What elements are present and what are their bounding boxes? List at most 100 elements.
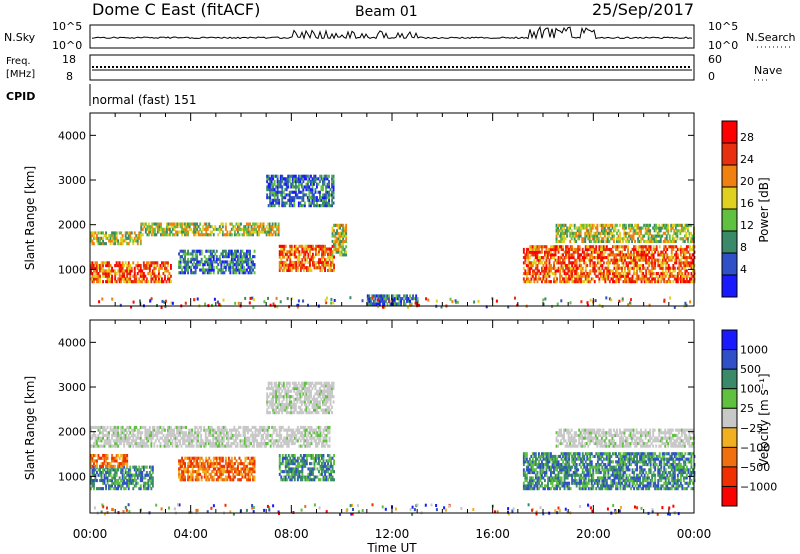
heatmap-cell xyxy=(616,247,619,251)
heatmap-cell xyxy=(199,252,202,256)
heatmap-cell xyxy=(206,475,209,479)
heatmap-cell xyxy=(246,257,248,261)
heatmap-cell xyxy=(522,250,525,254)
heatmap-cell xyxy=(100,266,103,270)
heatmap-cell xyxy=(224,265,227,269)
heatmap-cell xyxy=(692,245,694,249)
heatmap-cell xyxy=(646,245,649,249)
heatmap-cell xyxy=(664,264,667,268)
heatmap-cell xyxy=(221,464,224,468)
heatmap-cell xyxy=(554,274,557,278)
noise-left-tick-top: 10^5 xyxy=(52,20,82,33)
heatmap-cell xyxy=(185,444,187,448)
heatmap-cell xyxy=(606,226,609,230)
heatmap-cell xyxy=(313,260,316,264)
heatmap-cell xyxy=(250,268,253,272)
heatmap-cell xyxy=(345,239,348,243)
heatmap-cell xyxy=(108,484,110,488)
heatmap-cell xyxy=(661,277,664,281)
heatmap-cell xyxy=(328,201,330,205)
heatmap-cell xyxy=(579,226,582,230)
heatmap-cell xyxy=(610,250,613,254)
heatmap-cell xyxy=(602,277,605,281)
heatmap-cell xyxy=(206,222,209,226)
heatmap-cell xyxy=(638,226,641,230)
heatmap-cell xyxy=(594,226,597,230)
freq-label-line2: [MHz] xyxy=(6,69,35,80)
heatmap-cell xyxy=(168,428,171,432)
heatmap-cell xyxy=(645,269,648,273)
heatmap-cell xyxy=(307,444,310,448)
heatmap-cell xyxy=(127,476,130,480)
heatmap-cell xyxy=(604,256,607,260)
heatmap-cell xyxy=(199,456,202,460)
heatmap-cell xyxy=(279,190,282,194)
heatmap-cell xyxy=(685,256,688,260)
heatmap-cell xyxy=(213,431,216,435)
heatmap-cell xyxy=(414,301,417,305)
heatmap-cell xyxy=(302,174,305,178)
heatmap-cell xyxy=(103,444,106,448)
heatmap-cell xyxy=(663,247,666,251)
heatmap-cell xyxy=(188,252,191,256)
heatmap-cell xyxy=(586,264,589,268)
heatmap-cell xyxy=(135,277,138,281)
heatmap-cell xyxy=(594,231,597,235)
heatmap-cell xyxy=(208,257,211,261)
heatmap-cell xyxy=(191,462,194,466)
heatmap-cell xyxy=(150,230,153,234)
heatmap-cell xyxy=(102,481,104,485)
heatmap-cell xyxy=(281,263,284,267)
heatmap-cell xyxy=(260,444,263,448)
heatmap-cell xyxy=(218,255,221,259)
heatmap-cell xyxy=(219,431,222,435)
heatmap-cell xyxy=(202,227,205,231)
heatmap-cell xyxy=(213,444,216,448)
heatmap-cell xyxy=(594,299,597,303)
heatmap-cell xyxy=(292,431,295,435)
heatmap-cell xyxy=(656,234,659,238)
heatmap-cell xyxy=(148,266,151,270)
heatmap-cell xyxy=(166,222,168,226)
heatmap-cell xyxy=(100,231,103,235)
heatmap-cell xyxy=(554,253,557,257)
heatmap-cell xyxy=(328,428,331,432)
heatmap-cell xyxy=(605,274,608,278)
heatmap-cell xyxy=(250,227,253,231)
heatmap-cell xyxy=(263,428,266,432)
heatmap-cell xyxy=(553,277,555,281)
heatmap-cell xyxy=(127,428,130,432)
heatmap-cell xyxy=(270,182,273,186)
heatmap-cell xyxy=(299,180,302,184)
heatmap-cell xyxy=(218,431,221,435)
heatmap-cell xyxy=(148,261,151,265)
heatmap-cell xyxy=(112,431,115,435)
heatmap-cell xyxy=(127,481,130,485)
heatmap-cell xyxy=(643,239,646,243)
heatmap-cell xyxy=(91,433,94,437)
heatmap-cell xyxy=(580,277,583,281)
heatmap-cell xyxy=(218,459,221,463)
heatmap-cell xyxy=(661,250,664,254)
heatmap-cell xyxy=(319,268,322,272)
heatmap-cell xyxy=(244,255,247,259)
heatmap-cell xyxy=(109,462,112,466)
heatmap-cell xyxy=(102,280,104,284)
heatmap-cell xyxy=(181,472,183,476)
heatmap-cell xyxy=(632,231,635,235)
heatmap-cell xyxy=(224,456,227,460)
heatmap-cell xyxy=(318,260,320,264)
heatmap-cell xyxy=(194,459,197,463)
heatmap-cell xyxy=(251,436,254,440)
heatmap-cell xyxy=(115,487,118,491)
heatmap-cell xyxy=(147,272,150,276)
heatmap-cell xyxy=(589,245,592,249)
heatmap-cell xyxy=(667,229,670,233)
heatmap-cell xyxy=(184,249,186,253)
heatmap-cell xyxy=(640,239,642,243)
heatmap-cell xyxy=(613,237,615,241)
heatmap-cell xyxy=(229,271,232,275)
heatmap-cell xyxy=(94,454,97,458)
heatmap-cell xyxy=(313,428,316,432)
heatmap-cell xyxy=(327,425,329,429)
